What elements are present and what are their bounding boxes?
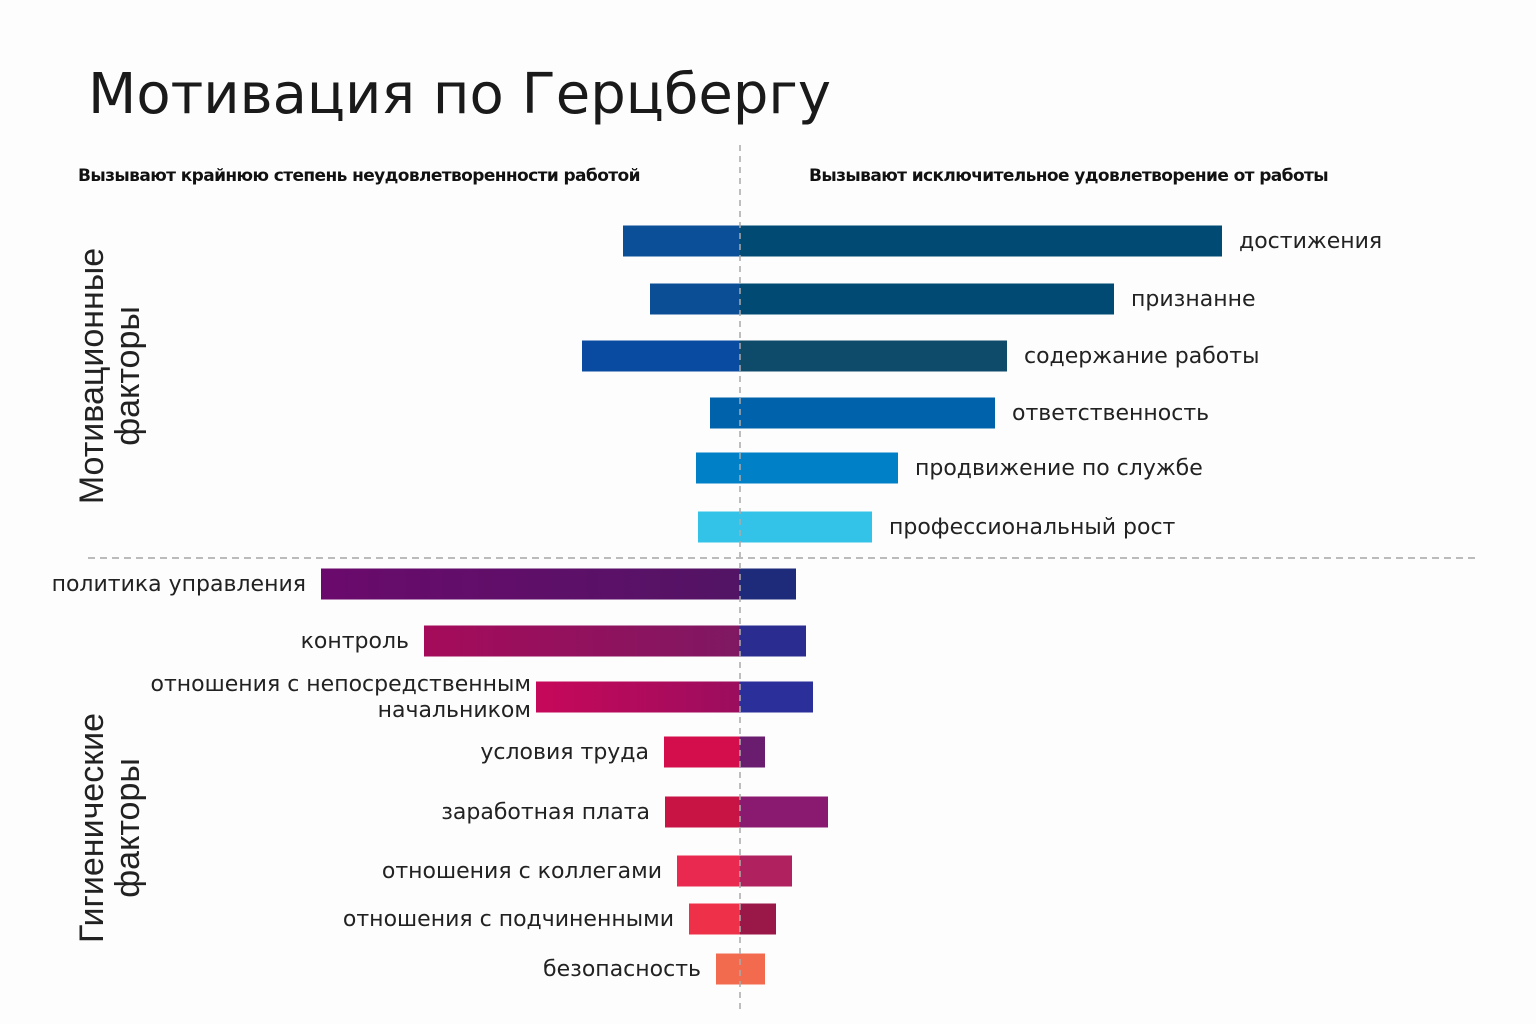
- bar-satisfaction: [740, 625, 806, 657]
- category-label: заработная плата: [441, 800, 650, 825]
- bar-satisfaction: [740, 681, 813, 713]
- satisfaction-header: Вызывают исключительное удовлетворение о…: [809, 166, 1329, 186]
- category-label: ответственность: [1012, 401, 1209, 426]
- bar-dissatisfaction: [710, 397, 740, 429]
- bar-satisfaction: [740, 452, 898, 484]
- bar-dissatisfaction: [665, 796, 740, 828]
- bar-satisfaction: [740, 397, 995, 429]
- bar-dissatisfaction: [698, 511, 740, 543]
- bar-satisfaction: [740, 511, 872, 543]
- bar-dissatisfaction: [536, 681, 740, 713]
- category-label: признанне: [1131, 287, 1256, 312]
- bar-satisfaction: [740, 855, 792, 887]
- category-label: условия труда: [480, 740, 649, 765]
- chart-title: Мотивация по Герцбергу: [88, 62, 831, 127]
- category-label: продвижение по службе: [915, 456, 1203, 481]
- category-label: достижения: [1239, 229, 1382, 254]
- bar-dissatisfaction: [716, 953, 740, 985]
- category-label: профессиональный рост: [889, 515, 1176, 540]
- category-label: отношения с подчиненными: [343, 907, 674, 932]
- bar-dissatisfaction: [664, 736, 740, 768]
- bar-dissatisfaction: [696, 452, 740, 484]
- bar-satisfaction: [740, 736, 765, 768]
- bar-dissatisfaction: [689, 903, 740, 935]
- bar-satisfaction: [740, 796, 828, 828]
- bar-dissatisfaction: [650, 283, 740, 315]
- category-label: содержание работы: [1024, 344, 1259, 369]
- bar-satisfaction: [740, 903, 776, 935]
- bar-dissatisfaction: [623, 225, 740, 257]
- category-label-line: начальником: [378, 698, 531, 723]
- bar-satisfaction: [740, 225, 1222, 257]
- bar-dissatisfaction: [424, 625, 740, 657]
- dissatisfaction-header: Вызывают крайнюю степень неудовлетворенн…: [78, 166, 641, 186]
- bar-satisfaction: [740, 340, 1007, 372]
- category-label-line: отношения с непосредственным: [151, 672, 532, 697]
- bar-dissatisfaction: [677, 855, 740, 887]
- category-label: безопасность: [543, 957, 701, 982]
- bar-dissatisfaction: [321, 568, 740, 600]
- bar-satisfaction: [740, 953, 765, 985]
- category-label: контроль: [301, 629, 409, 654]
- category-label: политика управления: [52, 572, 306, 597]
- bar-satisfaction: [740, 568, 796, 600]
- category-label: отношения с коллегами: [382, 859, 662, 884]
- bar-satisfaction: [740, 283, 1114, 315]
- bar-dissatisfaction: [582, 340, 740, 372]
